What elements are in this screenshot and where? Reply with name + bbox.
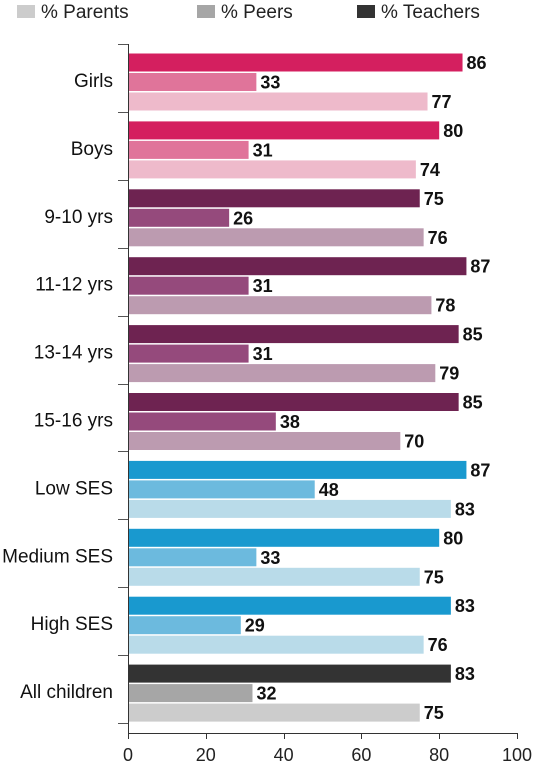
value-label: 79 <box>439 364 459 384</box>
value-label: 29 <box>245 616 265 636</box>
legend-label-parents: % Parents <box>41 2 129 23</box>
value-label: 74 <box>420 160 440 180</box>
bar-9-10-yrs-parents <box>128 228 424 247</box>
legend: % Parents % Peers % Teachers <box>17 2 480 23</box>
bar-15-16-yrs-parents <box>128 432 401 450</box>
bar-13-14-yrs-peers <box>128 344 249 363</box>
bar-medium-ses-peers <box>128 548 257 567</box>
value-label: 78 <box>435 296 455 316</box>
value-label: 38 <box>280 412 300 432</box>
bar-11-12-yrs-teachers <box>128 257 467 276</box>
bar-high-ses-parents <box>128 635 424 654</box>
category-labels: Girls Boys 9-10 yrs 11-12 yrs 13-14 yrs 15-16… <box>2 71 113 703</box>
group-separators <box>118 44 128 724</box>
x-tick-label: 20 <box>196 745 216 765</box>
bar-9-10-yrs-teachers <box>128 189 420 208</box>
category-label-medium-ses: Medium SES <box>2 546 113 567</box>
value-label: 75 <box>424 189 444 209</box>
bar-girls-peers <box>128 73 257 91</box>
x-axis: 0 20 40 60 80 100 <box>123 44 532 765</box>
bar-boys-teachers <box>128 121 440 140</box>
value-label: 77 <box>432 92 452 112</box>
value-label: 87 <box>470 257 490 277</box>
bar-girls-parents <box>128 92 428 111</box>
value-label: 83 <box>455 596 475 616</box>
value-label: 76 <box>428 228 448 248</box>
category-label-9-10-yrs: 9-10 yrs <box>44 207 113 228</box>
value-label: 85 <box>463 325 483 345</box>
bar-girls-teachers <box>128 53 463 72</box>
bar-11-12-yrs-parents <box>128 296 432 315</box>
category-label-11-12-yrs: 11-12 yrs <box>35 275 113 296</box>
legend-label-teachers: % Teachers <box>381 2 480 23</box>
value-label: 48 <box>319 480 339 500</box>
x-tick-label: 60 <box>351 745 371 765</box>
value-label: 83 <box>455 499 475 519</box>
bar-low-ses-peers <box>128 480 315 499</box>
value-label: 87 <box>470 460 490 480</box>
value-label: 75 <box>424 567 444 587</box>
bar-all-children-teachers <box>128 664 451 683</box>
category-label-boys: Boys <box>71 139 113 160</box>
value-label: 31 <box>253 140 273 160</box>
bar-15-16-yrs-peers <box>128 412 276 431</box>
bar-13-14-yrs-parents <box>128 364 436 383</box>
x-tick-label: 100 <box>502 745 532 765</box>
category-label-15-16-yrs: 15-16 yrs <box>34 411 113 432</box>
value-label: 33 <box>260 73 280 93</box>
value-label: 32 <box>256 684 276 704</box>
bar-medium-ses-parents <box>128 567 420 586</box>
legend-label-peers: % Peers <box>221 2 293 23</box>
bar-15-16-yrs-teachers <box>128 393 459 411</box>
bar-low-ses-teachers <box>128 460 467 479</box>
value-label: 76 <box>428 635 448 655</box>
category-label-girls: Girls <box>74 71 113 92</box>
x-tick-label: 40 <box>274 745 294 765</box>
bar-all-children-peers <box>128 684 253 703</box>
value-label: 26 <box>233 208 253 228</box>
value-label: 31 <box>253 344 273 364</box>
category-label-all-children: All children <box>20 682 113 703</box>
bars <box>128 53 467 722</box>
legend-swatch-parents <box>17 5 35 18</box>
bar-11-12-yrs-peers <box>128 276 249 295</box>
value-label: 75 <box>424 703 444 723</box>
bar-medium-ses-teachers <box>128 528 440 547</box>
value-label: 70 <box>404 432 424 452</box>
bar-boys-peers <box>128 140 249 159</box>
category-label-low-ses: Low SES <box>35 478 113 499</box>
legend-swatch-peers <box>197 5 215 18</box>
value-label: 85 <box>463 393 483 413</box>
legend-swatch-teachers <box>357 5 375 18</box>
bar-high-ses-teachers <box>128 596 451 615</box>
bar-high-ses-peers <box>128 616 241 635</box>
x-tick-label: 0 <box>123 745 133 765</box>
value-label: 33 <box>260 548 280 568</box>
bar-9-10-yrs-peers <box>128 208 230 227</box>
bar-low-ses-parents <box>128 499 451 518</box>
value-label: 83 <box>455 664 475 684</box>
bar-all-children-parents <box>128 703 420 722</box>
value-label: 31 <box>253 276 273 296</box>
bar-13-14-yrs-teachers <box>128 325 459 344</box>
bar-boys-parents <box>128 160 416 179</box>
value-label: 86 <box>467 53 487 73</box>
category-label-high-ses: High SES <box>31 614 113 635</box>
x-tick-label: 80 <box>429 745 449 765</box>
value-label: 80 <box>443 121 463 141</box>
category-label-13-14-yrs: 13-14 yrs <box>34 343 113 364</box>
value-label: 80 <box>443 528 463 548</box>
